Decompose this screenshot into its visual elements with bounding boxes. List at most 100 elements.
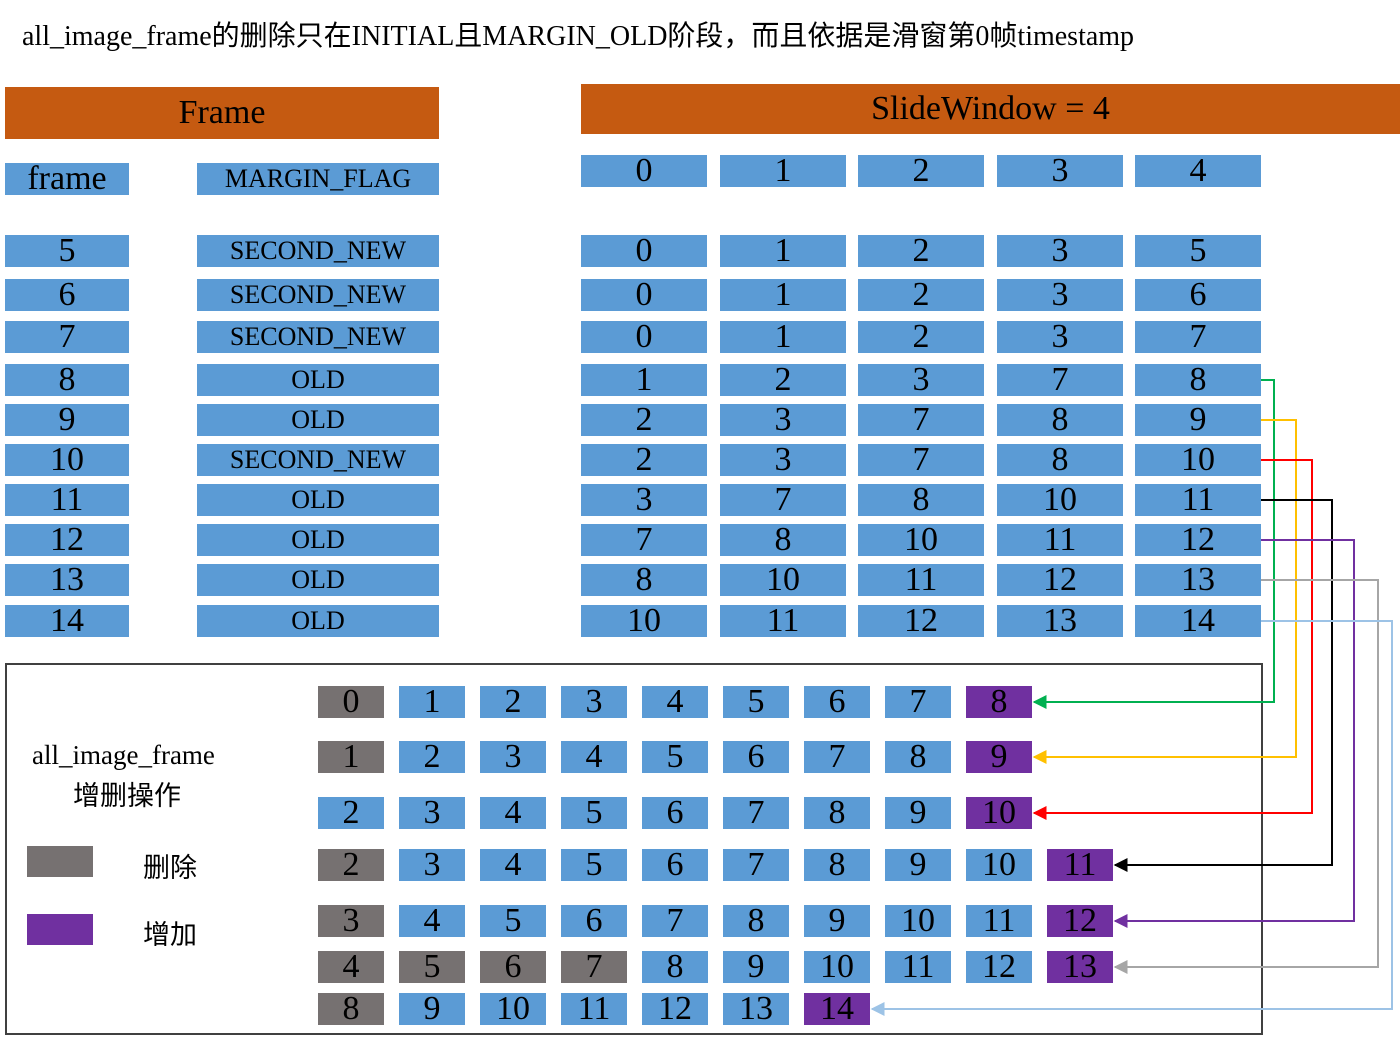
frame-cell: 5 — [480, 904, 546, 938]
add-swatch — [27, 914, 93, 945]
added-frame-cell: 11 — [1047, 848, 1113, 882]
frame-cell: 10 — [804, 950, 870, 984]
window-slot-cell: 2 — [858, 278, 984, 312]
connector-arrow — [1113, 499, 1333, 872]
margin-flag-cell: OLD — [197, 564, 439, 596]
frame-cell: 9 — [885, 796, 951, 830]
window-slot-cell: 3 — [720, 403, 846, 437]
frame-cell: 7 — [885, 685, 951, 719]
window-slot-cell: 2 — [581, 443, 707, 477]
window-slot-cell: 2 — [720, 363, 846, 397]
frame-column-label: frame — [5, 162, 129, 196]
frame-cell: 13 — [723, 992, 789, 1026]
window-slot-cell: 7 — [720, 483, 846, 517]
window-slot-cell: 11 — [1135, 483, 1261, 517]
window-slot-cell: 3 — [858, 363, 984, 397]
window-slot-cell: 8 — [997, 403, 1123, 437]
connector-arrow — [1113, 539, 1355, 928]
frame-cell: 9 — [804, 904, 870, 938]
connector-arrow — [1032, 379, 1275, 709]
connector-arrow — [1032, 419, 1297, 764]
window-index-label: 1 — [720, 154, 846, 188]
frame-number-cell: 9 — [5, 403, 129, 437]
added-frame-cell: 14 — [804, 992, 870, 1026]
frame-number-cell: 5 — [5, 234, 129, 268]
frame-cell: 8 — [885, 740, 951, 774]
frame-cell: 8 — [804, 796, 870, 830]
frame-cell: 3 — [399, 848, 465, 882]
frame-cell: 8 — [723, 904, 789, 938]
frame-cell: 10 — [480, 992, 546, 1026]
frame-cell: 11 — [966, 904, 1032, 938]
frame-cell: 7 — [804, 740, 870, 774]
frame-cell: 11 — [561, 992, 627, 1026]
connector-arrow — [1113, 579, 1379, 974]
frame-cell: 4 — [480, 848, 546, 882]
window-slot-cell: 10 — [1135, 443, 1261, 477]
margin-flag-cell: OLD — [197, 404, 439, 436]
frame-cell: 7 — [723, 848, 789, 882]
deleted-frame-cell: 4 — [318, 950, 384, 984]
delete-swatch — [27, 846, 93, 877]
margin-flag-cell: SECOND_NEW — [197, 235, 439, 267]
deleted-frame-cell: 6 — [480, 950, 546, 984]
window-slot-cell: 9 — [1135, 403, 1261, 437]
window-slot-cell: 1 — [720, 234, 846, 268]
added-frame-cell: 12 — [1047, 904, 1113, 938]
window-slot-cell: 2 — [858, 320, 984, 354]
margin-flag-column-label: MARGIN_FLAG — [197, 163, 439, 195]
frame-cell: 4 — [642, 685, 708, 719]
window-slot-cell: 8 — [858, 483, 984, 517]
frame-cell: 6 — [804, 685, 870, 719]
frame-cell: 10 — [966, 848, 1032, 882]
window-slot-cell: 11 — [997, 523, 1123, 557]
window-slot-cell: 7 — [1135, 320, 1261, 354]
margin-flag-cell: OLD — [197, 524, 439, 556]
window-slot-cell: 7 — [858, 443, 984, 477]
frame-cell: 10 — [885, 904, 951, 938]
window-slot-cell: 3 — [997, 278, 1123, 312]
window-slot-cell: 13 — [997, 604, 1123, 638]
window-slot-cell: 1 — [581, 363, 707, 397]
all-image-frame-panel — [5, 663, 1263, 1035]
deleted-frame-cell: 2 — [318, 848, 384, 882]
frame-cell: 5 — [642, 740, 708, 774]
frame-cell: 4 — [561, 740, 627, 774]
deleted-frame-cell: 5 — [399, 950, 465, 984]
frame-cell: 11 — [885, 950, 951, 984]
margin-flag-cell: OLD — [197, 484, 439, 516]
window-slot-cell: 5 — [1135, 234, 1261, 268]
window-slot-cell: 0 — [581, 320, 707, 354]
window-index-label: 0 — [581, 154, 707, 188]
frame-cell: 6 — [723, 740, 789, 774]
window-slot-cell: 11 — [858, 563, 984, 597]
frame-number-cell: 14 — [5, 604, 129, 638]
window-slot-cell: 7 — [581, 523, 707, 557]
margin-flag-cell: SECOND_NEW — [197, 321, 439, 353]
frame-cell: 8 — [642, 950, 708, 984]
window-slot-cell: 3 — [720, 443, 846, 477]
frame-cell: 6 — [642, 796, 708, 830]
window-slot-cell: 6 — [1135, 278, 1261, 312]
window-slot-cell: 3 — [997, 234, 1123, 268]
frame-cell: 2 — [318, 796, 384, 830]
frame-cell: 2 — [480, 685, 546, 719]
frame-cell: 6 — [642, 848, 708, 882]
frame-number-cell: 11 — [5, 483, 129, 517]
connector-arrow — [870, 620, 1393, 1016]
window-slot-cell: 12 — [997, 563, 1123, 597]
window-slot-cell: 14 — [1135, 604, 1261, 638]
frame-cell: 5 — [723, 685, 789, 719]
window-slot-cell: 1 — [720, 278, 846, 312]
frame-cell: 3 — [399, 796, 465, 830]
deleted-frame-cell: 1 — [318, 740, 384, 774]
deleted-frame-cell: 3 — [318, 904, 384, 938]
window-slot-cell: 12 — [1135, 523, 1261, 557]
slide-window-header: SlideWindow = 4 — [581, 84, 1400, 134]
frame-number-cell: 10 — [5, 443, 129, 477]
panel-label-line1: all_image_frame — [32, 740, 215, 770]
window-slot-cell: 8 — [720, 523, 846, 557]
window-slot-cell: 10 — [858, 523, 984, 557]
frame-cell: 9 — [723, 950, 789, 984]
window-slot-cell: 7 — [858, 403, 984, 437]
